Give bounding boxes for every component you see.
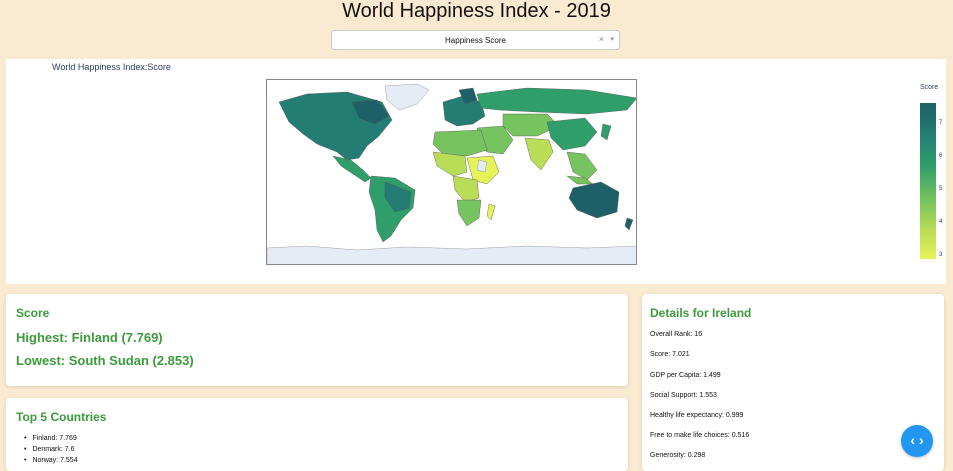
dropdown-selected-value: Happiness Score [445,36,506,45]
antarctica [267,245,636,264]
chevron-down-icon[interactable]: ▾ [610,36,614,43]
legend-colorbar [920,103,936,259]
detail-row: Social Support: 1.553 [650,392,717,399]
madagascar [486,203,496,221]
code-toggle-button[interactable]: ‹ › [901,425,933,457]
china [546,117,598,151]
central-asia [502,113,560,137]
canada-east [351,99,390,125]
score-heading: Score [16,306,50,320]
southeast-asia [566,151,598,181]
brazil [384,181,412,213]
detail-row: Score: 7.021 [650,351,690,358]
north-africa [432,129,488,157]
indonesia [566,175,594,185]
legend-tick: 3 [939,252,943,258]
details-card: Details for Ireland Overall Rank: 16 Sco… [642,294,944,471]
scandinavia [458,87,478,105]
legend-tick: 5 [939,186,943,192]
map-title: World Happiness Index:Score [52,62,171,72]
detail-row: Overall Rank: 16 [650,331,703,338]
details-heading: Details for Ireland [650,306,752,320]
india [524,137,554,171]
lowest-score: Lowest: South Sudan (2.853) [16,353,194,368]
legend-title: Score [920,84,939,91]
detail-row: Healthy life expectancy: 0.999 [650,412,744,419]
top5-heading: Top 5 Countries [16,410,107,424]
map-panel: World Happiness Index:Score [6,59,946,284]
list-item: Denmark: 7.6 [24,444,78,455]
detail-row: Generosity: 0.298 [650,452,706,459]
detail-row: Free to make life choices: 0.516 [650,432,750,439]
australia [568,181,620,219]
greenland [384,83,430,111]
detail-row: GDP per Capita: 1.499 [650,372,721,379]
list-item: Finland: 7.769 [24,433,78,444]
nodata-africa [476,159,488,173]
central-america [332,155,372,183]
list-item: Norway: 7.554 [24,455,77,466]
metric-dropdown[interactable]: Happiness Score × ▾ [331,30,620,50]
west-africa [432,151,468,177]
clear-icon[interactable]: × [598,34,604,44]
southern-africa [456,199,482,227]
color-legend: Score 7 6 5 4 3 [918,84,948,264]
japan [600,123,612,141]
world-map-svg [267,80,636,264]
top5-list: Finland: 7.769 Denmark: 7.6 Norway: 7.55… [24,433,78,466]
legend-tick: 7 [939,120,943,126]
new-zealand [624,217,634,231]
russia [476,87,636,115]
top5-card: Top 5 Countries Finland: 7.769 Denmark: … [6,398,628,471]
choropleth-map[interactable] [266,79,637,265]
code-icon: ‹ › [910,432,924,448]
legend-tick: 6 [939,153,943,159]
score-card: Score Highest: Finland (7.769) Lowest: S… [6,294,628,386]
legend-tick: 4 [939,219,943,225]
page-title: World Happiness Index - 2019 [342,0,611,22]
highest-score: Highest: Finland (7.769) [16,330,163,345]
